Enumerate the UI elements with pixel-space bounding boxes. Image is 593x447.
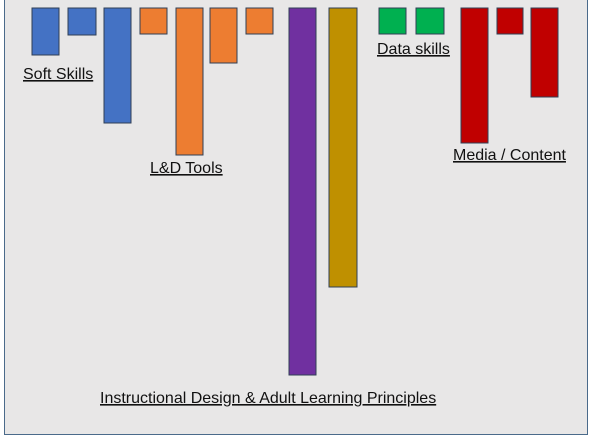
bar-group2-2 [175, 7, 204, 156]
group-label-data-skills: Data skills [377, 41, 450, 58]
bars-layer [31, 7, 559, 376]
bar-group1-3 [103, 7, 132, 124]
bar-group2-1 [139, 7, 168, 35]
bar-group6-3 [530, 7, 559, 98]
bar-group1-2 [67, 7, 97, 36]
group-label-ld-tools: L&D Tools [150, 160, 223, 177]
group-label-media-content: Media / Content [453, 147, 567, 164]
group-label-soft-skills: Soft Skills [23, 66, 93, 83]
bar-group1-1 [31, 7, 60, 56]
bar-group2-3 [209, 7, 238, 64]
group-label-instructional-design: Instructional Design & Adult Learning Pr… [100, 390, 436, 407]
bar-group3-1 [288, 7, 317, 376]
bar-group2-4 [245, 7, 274, 35]
bar-group5-1 [378, 7, 407, 35]
bar-group4-1 [328, 7, 358, 288]
bar-group5-2 [415, 7, 445, 35]
bar-group6-2 [496, 7, 524, 35]
bar-group6-1 [460, 7, 489, 144]
